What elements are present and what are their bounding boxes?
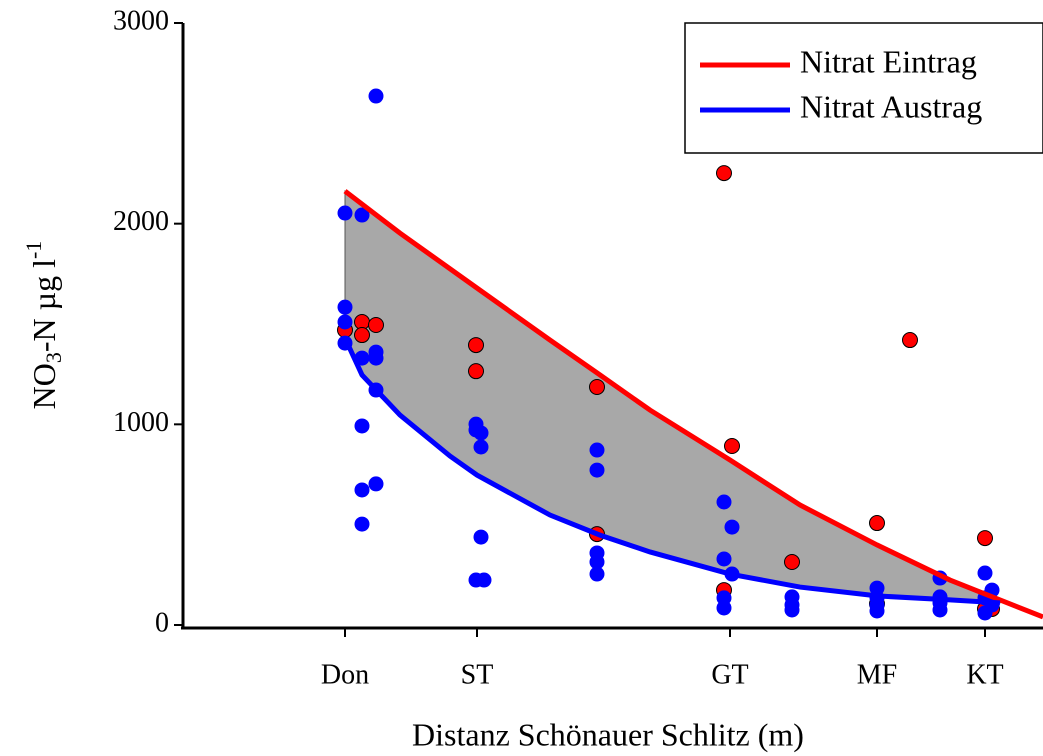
data-point [337,205,353,221]
y-tick-label: 0 [155,607,169,638]
y-tick-label: 3000 [113,5,169,36]
data-point [716,551,732,567]
data-point [589,379,605,396]
data-point [354,418,370,434]
data-point [589,566,605,582]
x-tick-label: MF [857,659,897,690]
data-point [476,572,492,588]
data-point [354,482,370,498]
x-tick-label: Don [321,659,369,690]
data-point [354,327,370,344]
legend-box [684,22,1043,154]
x-tick-label: KT [966,659,1003,690]
data-point [468,363,484,380]
data-point [337,314,353,330]
y-label-part: NO [26,363,62,409]
data-point [368,88,384,104]
fit-line [343,189,1043,620]
y-axis-label: NO3-N µg l-1 [21,241,66,410]
data-point [716,494,732,510]
y-label-sub: 3 [41,352,66,363]
y-label-sup: -1 [21,241,46,259]
data-point [869,603,885,619]
data-point [368,317,384,334]
x-axis-label: Distanz Schönauer Schlitz (m) [412,716,804,752]
x-tick-label: GT [711,659,748,690]
data-point [784,553,800,570]
data-point [354,207,370,223]
data-point [473,529,489,545]
data-point [354,516,370,532]
data-point [977,565,993,581]
data-point [368,350,384,366]
fit-line [342,337,1001,606]
x-tick-label: ST [461,659,494,690]
data-point [716,600,732,616]
data-point [784,602,800,618]
data-point [589,442,605,458]
data-point [902,332,918,349]
legend-label: Nitrat Eintrag [800,43,977,79]
y-tick-label: 2000 [113,206,169,237]
y-label-part: -N µg l [26,259,62,352]
data-point [724,519,740,535]
data-point [473,425,489,441]
data-point [977,605,993,621]
data-point [589,554,605,570]
data-point [337,299,353,315]
data-point [716,165,732,182]
data-point [724,438,740,455]
y-tick-label: 1000 [113,407,169,438]
band-fill [344,190,1001,604]
data-point [368,476,384,492]
data-point [468,337,484,354]
data-point [473,439,489,455]
legend-label: Nitrat Austrag [800,88,982,124]
data-point [977,530,993,547]
data-point [589,462,605,478]
data-point [869,515,885,532]
data-point [932,602,948,618]
